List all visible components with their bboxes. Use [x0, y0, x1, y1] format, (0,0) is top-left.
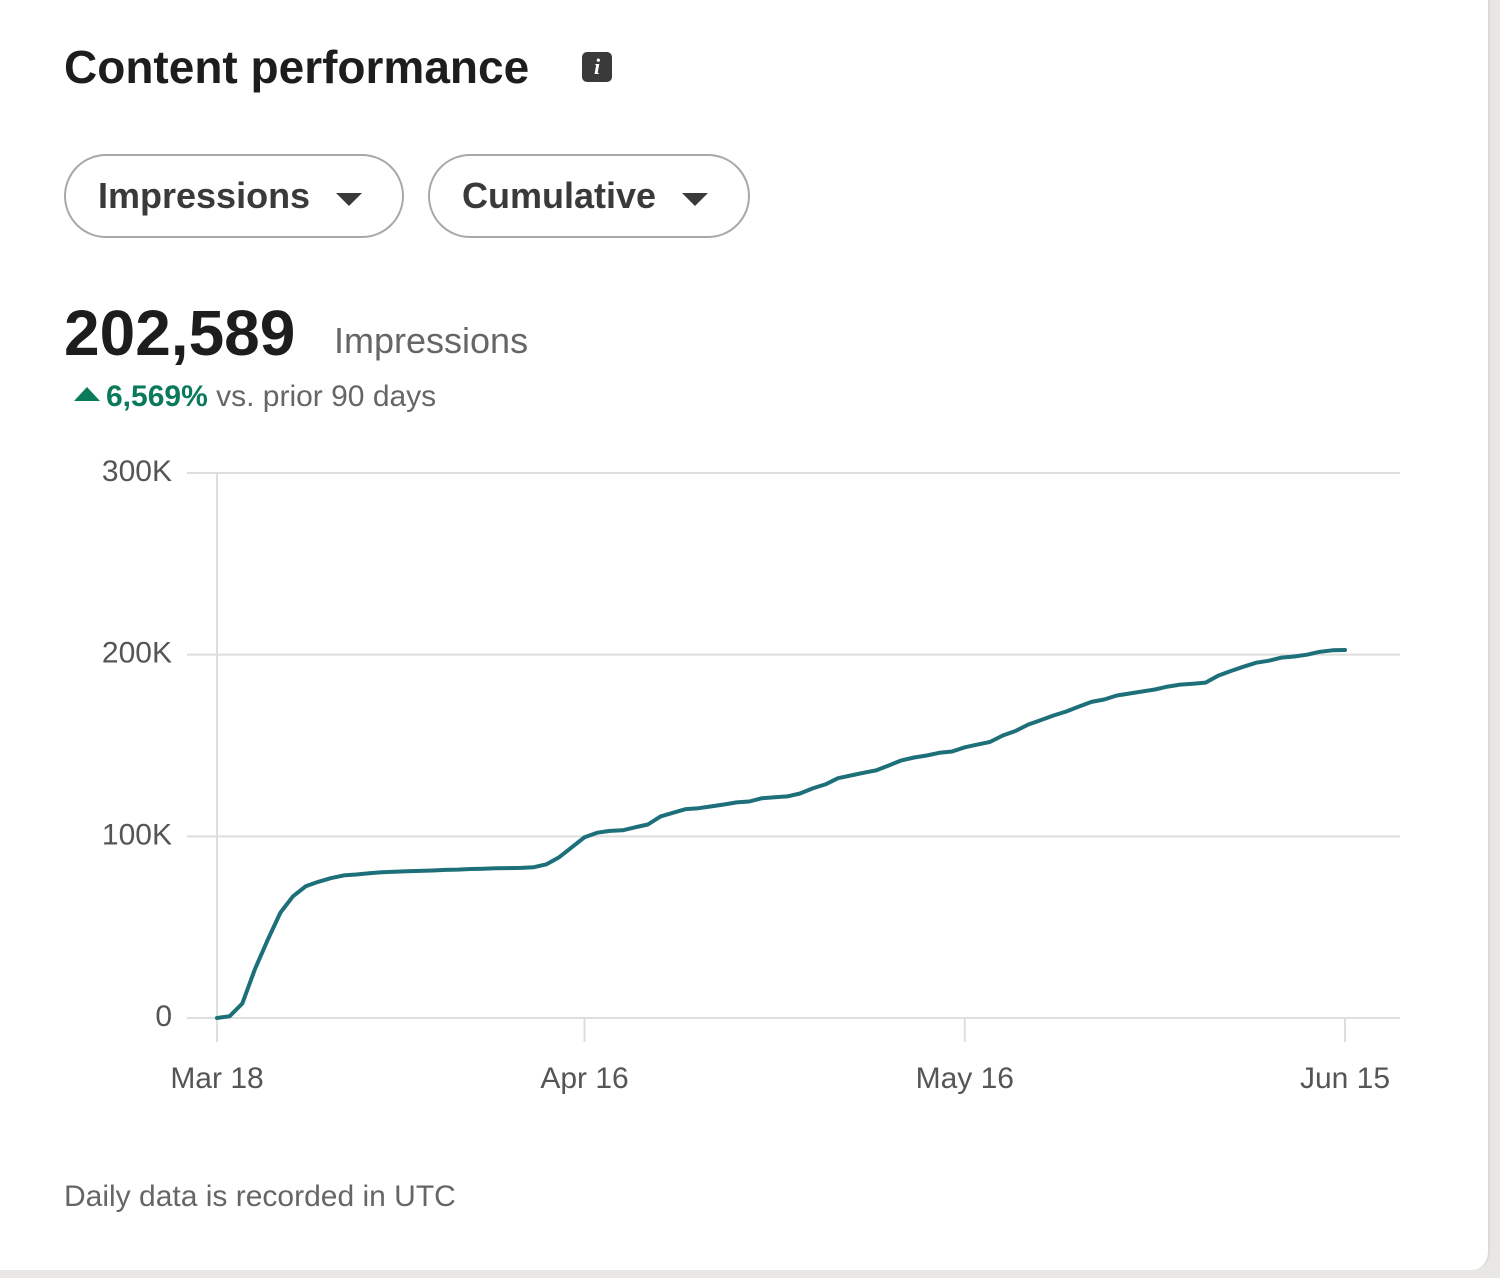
footnote: Daily data is recorded in UTC — [64, 1180, 456, 1213]
total-value: 202,589 — [64, 297, 296, 369]
y-tick-label: 200K — [102, 637, 172, 670]
comparison: vs. prior 90 days — [216, 380, 437, 413]
info-icon[interactable]: i — [582, 52, 612, 82]
up-arrow — [74, 387, 100, 401]
x-tick-label: Apr 16 — [540, 1062, 628, 1095]
change-value: 6,569% — [106, 380, 208, 413]
change: 6,569% vs. prior 90 days — [74, 380, 436, 414]
total-unit: Impressions — [334, 320, 529, 361]
y-tick-label: 100K — [102, 818, 172, 851]
caret — [336, 193, 362, 206]
x-tick-label: Mar 18 — [170, 1062, 263, 1095]
metric-dropdown[interactable]: Impressions — [64, 154, 404, 238]
line — [215, 648, 1347, 1020]
y-tick-label: 300K — [102, 455, 172, 488]
y-tick-label: 0 — [155, 1000, 172, 1033]
caret — [682, 193, 708, 206]
x-tick-label: May 16 — [916, 1062, 1014, 1095]
chart: 0 100K 200K 300K Mar 18 Apr 16 May 16 Jun 15 — [102, 455, 1400, 1095]
dropdown-label: Cumulative — [462, 175, 657, 216]
x-tick-label: Jun 15 — [1300, 1062, 1390, 1095]
card-title: Content performance — [64, 41, 530, 93]
mode-dropdown[interactable]: Cumulative — [428, 154, 750, 238]
dropdown-label: Impressions — [98, 175, 311, 216]
